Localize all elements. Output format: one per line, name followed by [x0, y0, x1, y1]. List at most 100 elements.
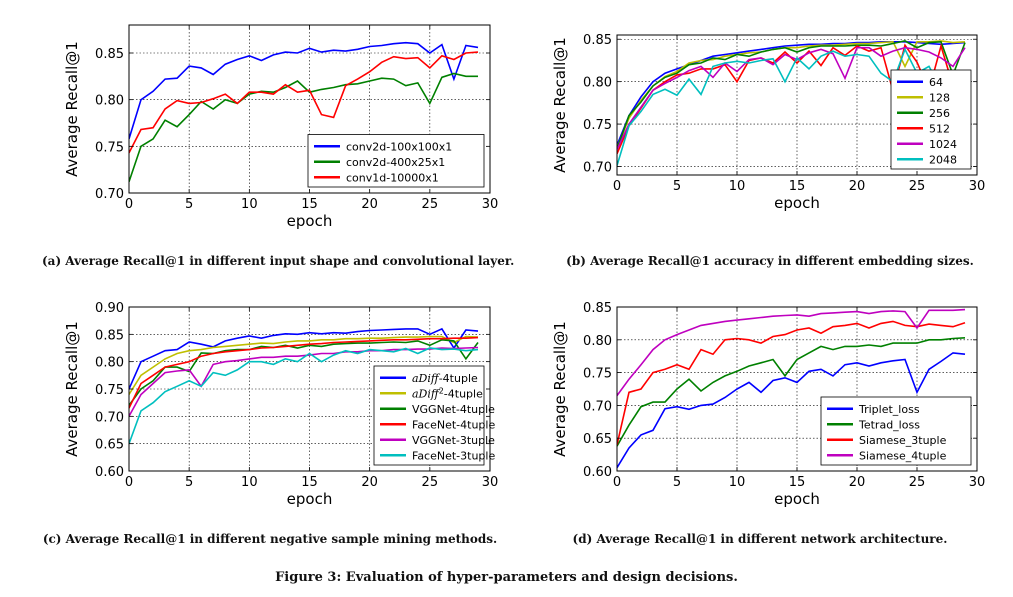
chart-d: 0 5 10 15 20 25 30 0.60 0.65 0.70 0.75 0.80 0.85 epoc… — [551, 301, 985, 508]
x-tick-label: 20 — [849, 179, 866, 194]
legend-label: 64 — [929, 76, 943, 89]
legend-label: Triplet_loss — [858, 403, 920, 416]
x-tick-label: 20 — [361, 475, 378, 490]
x-tick-label: 10 — [241, 475, 258, 490]
y-axis-label: Average Recall@1 — [63, 41, 81, 177]
x-tick-label: 5 — [673, 475, 681, 490]
legend-label: conv2d-100x100x1 — [346, 140, 452, 153]
legend-label: 2048 — [929, 153, 957, 166]
series-line-Siamese_4tuple — [617, 308, 966, 397]
chart-c: 0 5 10 15 20 25 30 0.60 0.65 0.70 0.75 0.80 0.85 0.90… — [63, 301, 498, 508]
x-tick-label: 0 — [613, 475, 621, 490]
legend: Triplet_loss Tetrad_loss Siamese_3tuple Sia… — [820, 396, 972, 466]
caption-c: (c) Average Recall@1 in different negati… — [42, 532, 498, 546]
x-tick-label: 5 — [673, 179, 681, 194]
x-tick-label: 30 — [482, 197, 499, 212]
x-tick-label: 25 — [422, 197, 439, 212]
x-tick-label: 25 — [422, 475, 439, 490]
x-tick-label: 0 — [613, 179, 621, 194]
series-line-Triplet_loss — [617, 352, 966, 469]
series-line-conv2d-100x100x1 — [129, 41, 479, 140]
legend-label: 512 — [929, 122, 950, 135]
y-tick-label: 0.60 — [583, 465, 612, 480]
legend-label: 1024 — [929, 138, 957, 151]
legend: conv2d-100x100x1 conv2d-400x25x1 conv1d-10… — [307, 134, 485, 188]
x-tick-label: 25 — [909, 179, 926, 194]
x-tick-label: 5 — [185, 475, 193, 490]
x-axis-label: epoch — [774, 194, 820, 212]
legend-label: VGGNet-3tuple — [412, 434, 495, 447]
series-line-256 — [617, 40, 966, 149]
y-tick-label: 0.80 — [95, 356, 124, 371]
x-tick-label: 15 — [789, 475, 806, 490]
x-tick-label: 30 — [969, 475, 986, 490]
y-tick-label: 0.70 — [95, 187, 124, 202]
y-tick-label: 0.90 — [95, 301, 124, 316]
y-tick-label: 0.75 — [583, 118, 612, 133]
y-tick-label: 0.70 — [583, 161, 612, 176]
figure-caption: Figure 3: Evaluation of hyper-parameters… — [275, 570, 738, 585]
x-tick-label: 25 — [909, 475, 926, 490]
x-tick-label: 0 — [125, 475, 133, 490]
x-axis-label: epoch — [774, 490, 820, 508]
x-tick-label: 10 — [729, 475, 746, 490]
y-tick-label: 0.65 — [95, 438, 124, 453]
legend-label: conv2d-400x25x1 — [346, 156, 445, 169]
y-tick-label: 0.75 — [95, 383, 124, 398]
legend-label: Siamese_4tuple — [859, 449, 947, 462]
chart-a: 0 5 10 15 20 25 30 0.70 0.75 0.80 0.85 epoch Average… — [63, 24, 499, 230]
series-line-VGGNet-3tuple — [129, 346, 479, 417]
y-tick-label: 0.65 — [583, 432, 612, 447]
legend-label: aDiff-4tuple — [412, 372, 478, 385]
x-tick-label: 0 — [125, 197, 133, 212]
y-tick-label: 0.80 — [95, 94, 124, 109]
x-tick-label: 15 — [301, 197, 318, 212]
y-tick-label: 0.85 — [95, 47, 124, 62]
y-tick-label: 0.70 — [95, 410, 124, 425]
x-axis-label: epoch — [287, 490, 333, 508]
y-tick-label: 0.85 — [583, 301, 612, 316]
x-tick-label: 5 — [185, 197, 193, 212]
series-line-aDiff-4tuple — [129, 327, 479, 390]
legend-label: Siamese_3tuple — [859, 434, 947, 447]
legend-label: VGGNet-4tuple — [412, 403, 495, 416]
y-tick-label: 0.85 — [95, 328, 124, 343]
legend-label: Tetrad_loss — [858, 418, 920, 431]
y-tick-label: 0.80 — [583, 334, 612, 349]
x-tick-label: 10 — [241, 197, 258, 212]
series-line-128 — [617, 40, 966, 149]
x-tick-label: 30 — [482, 475, 499, 490]
x-tick-label: 30 — [969, 179, 986, 194]
x-tick-label: 20 — [849, 475, 866, 490]
y-tick-label: 0.75 — [95, 140, 124, 155]
legend: 64 128 256 512 1024 2048 — [890, 69, 972, 170]
y-tick-label: 0.80 — [583, 76, 612, 91]
legend-label: conv1d-10000x1 — [346, 171, 439, 184]
x-tick-label: 15 — [301, 475, 318, 490]
series-line-Siamese_3tuple — [617, 320, 966, 445]
chart-b: 0 5 10 15 20 25 30 0.70 0.75 0.80 0.85 epoch Average… — [551, 33, 985, 212]
x-tick-label: 15 — [789, 179, 806, 194]
series-line-1024 — [617, 46, 966, 150]
series-line-conv2d-400x25x1 — [129, 72, 478, 183]
x-tick-label: 20 — [361, 197, 378, 212]
series-line-conv1d-10000x1 — [129, 51, 479, 154]
y-tick-label: 0.75 — [583, 367, 612, 382]
y-axis-label: Average Recall@1 — [551, 321, 569, 457]
legend-label: 256 — [929, 107, 950, 120]
caption-a: (a) Average Recall@1 in different input … — [42, 254, 515, 268]
legend-label: FaceNet-3tuple — [412, 449, 495, 462]
y-tick-label: 0.85 — [583, 33, 612, 48]
y-tick-label: 0.60 — [95, 465, 124, 480]
y-tick-label: 0.70 — [583, 399, 612, 414]
series-line-FaceNet-3tuple — [129, 347, 479, 444]
legend-label: FaceNet-4tuple — [412, 418, 495, 431]
series-line-aDiff2-4tuple — [129, 335, 479, 395]
series-line-FaceNet-4tuple — [129, 336, 479, 409]
series-line-Tetrad_loss — [617, 337, 966, 447]
x-axis-label: epoch — [287, 212, 333, 230]
legend-label: 128 — [929, 91, 950, 104]
